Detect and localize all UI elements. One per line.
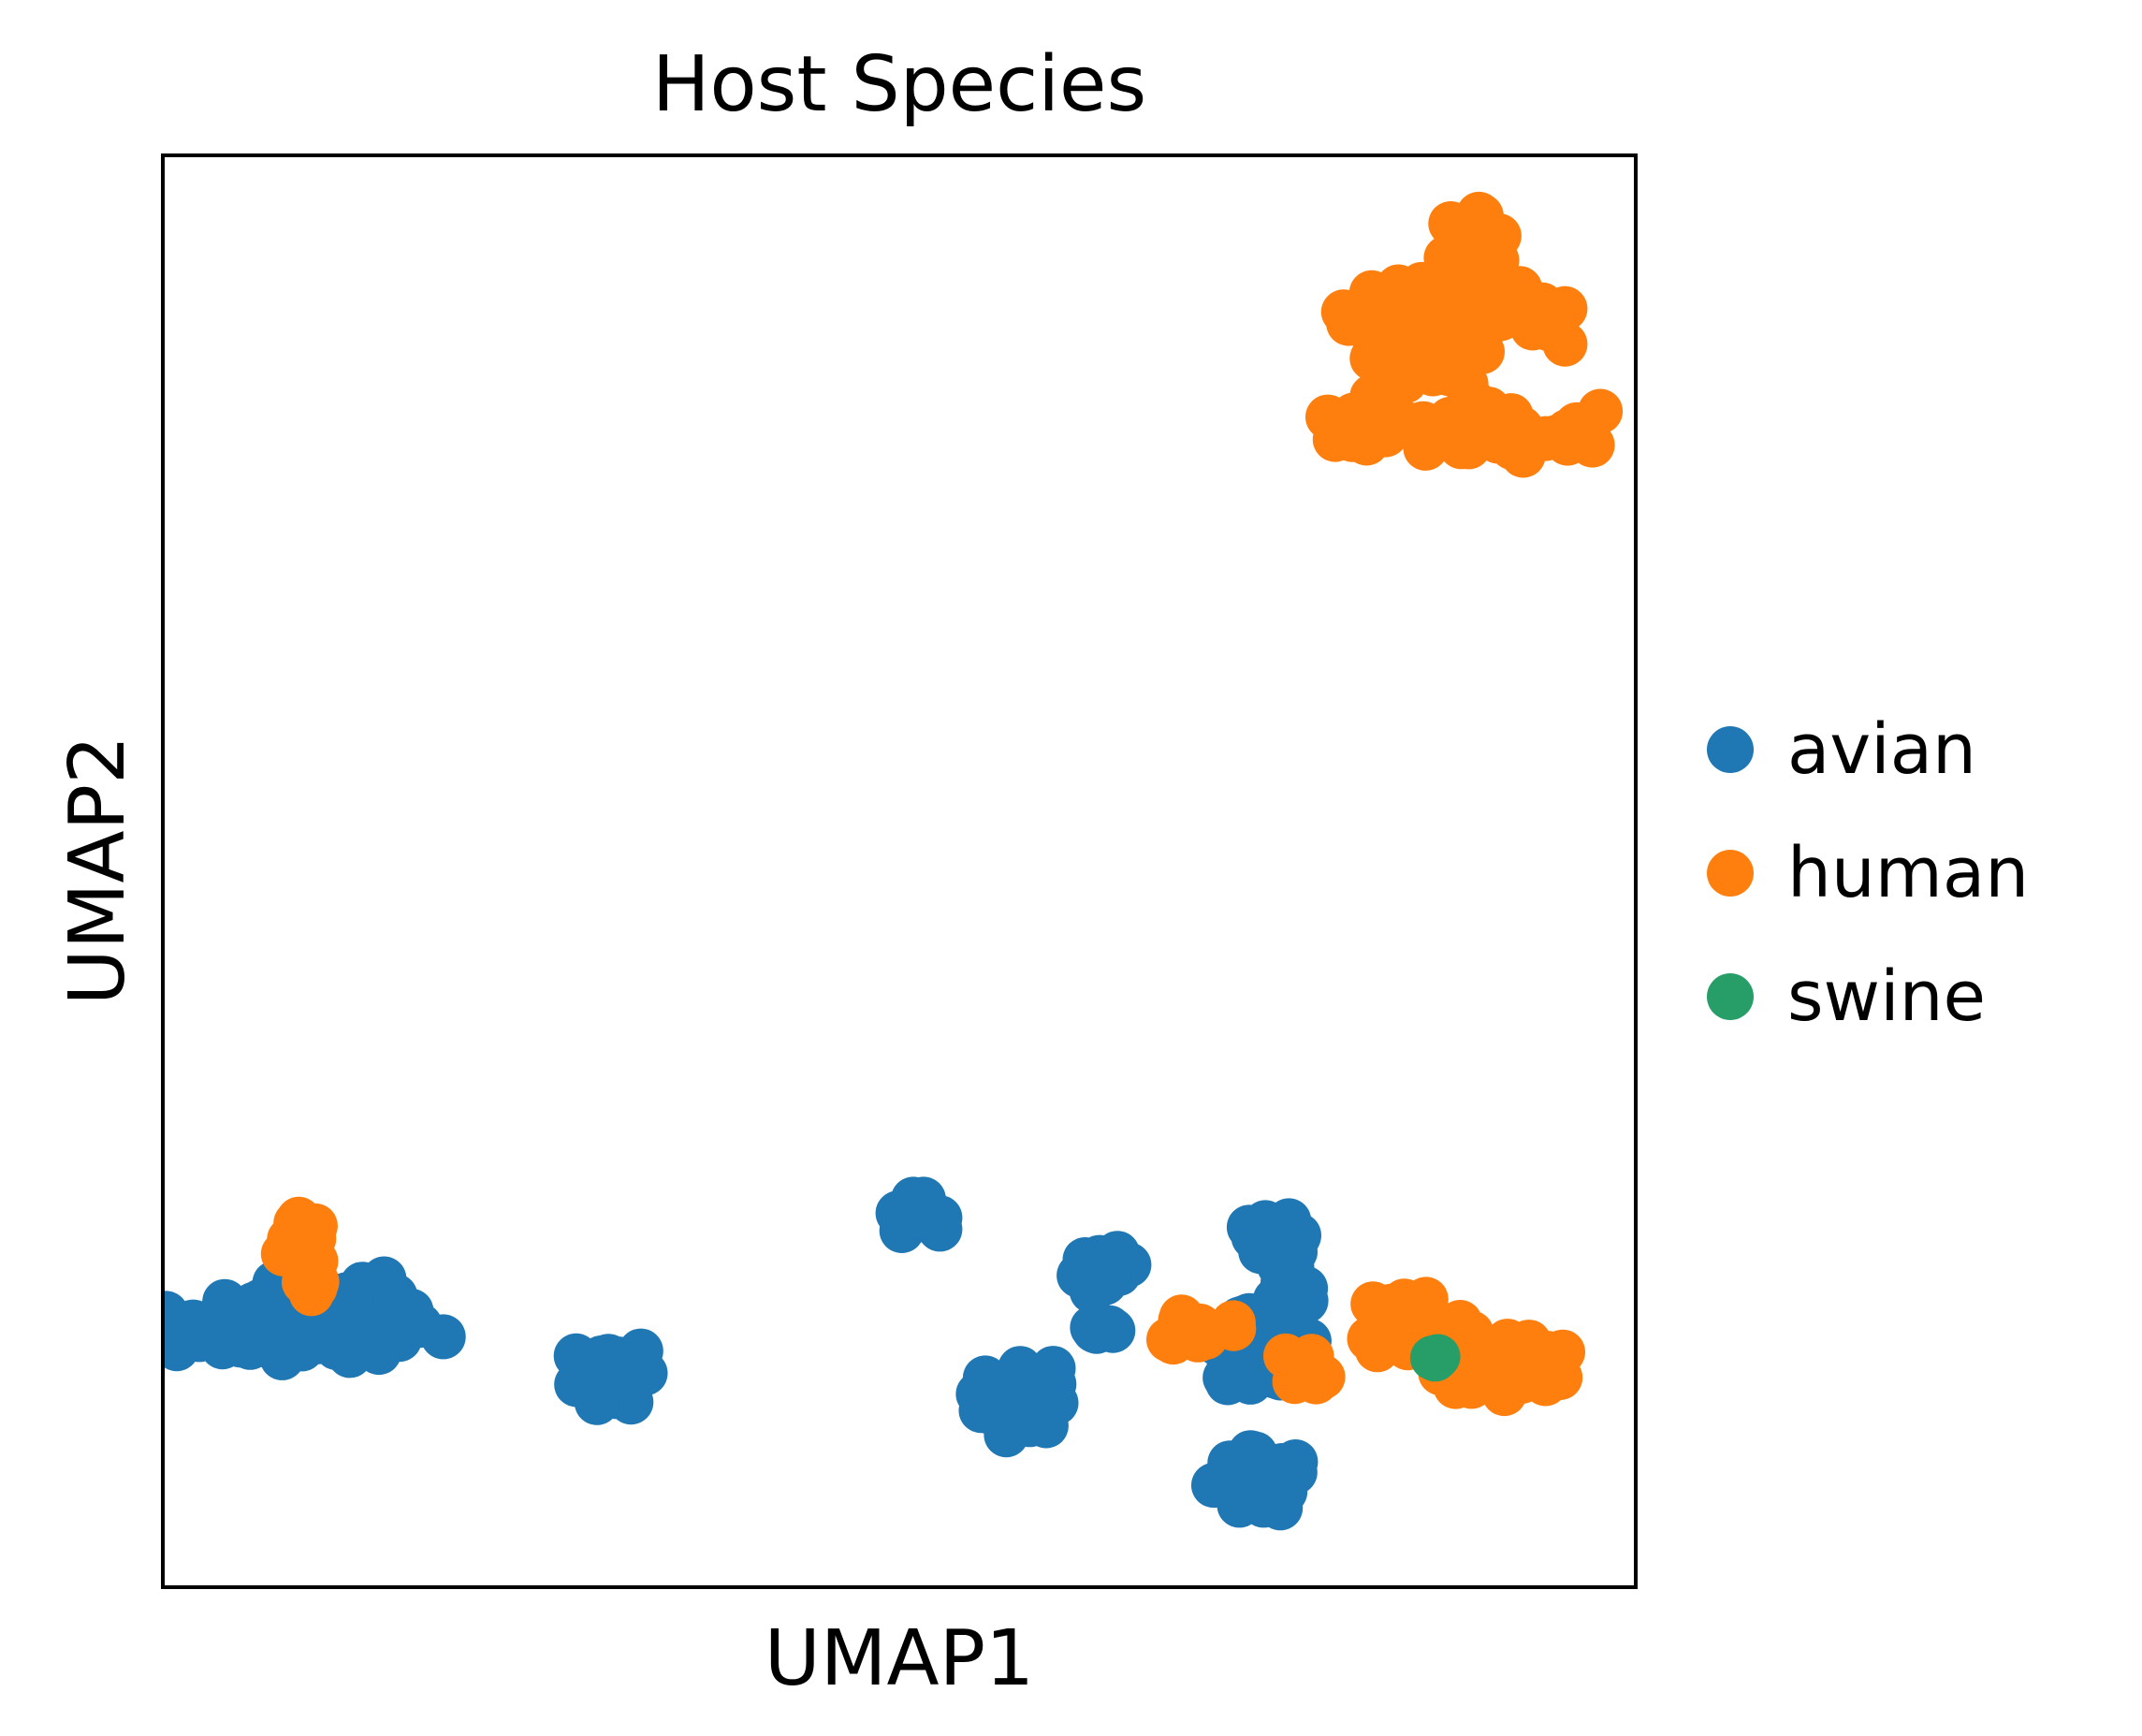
series-swine [1409, 1334, 1461, 1382]
point-avian [1260, 1260, 1305, 1306]
point-human [1368, 1283, 1414, 1329]
chart-title: Host Species [652, 40, 1146, 129]
point-human [1359, 1322, 1405, 1368]
legend-label-avian: avian [1787, 709, 1976, 790]
point-avian [882, 1195, 927, 1241]
point-human [1161, 1300, 1207, 1346]
point-avian [597, 1336, 642, 1382]
point-human [1276, 1352, 1322, 1398]
y-axis-label: UMAP2 [53, 736, 142, 1005]
point-avian [328, 1273, 374, 1319]
x-axis-label: UMAP1 [765, 1614, 1034, 1703]
point-avian [1247, 1454, 1293, 1500]
point-human [294, 1259, 340, 1305]
point-human [1553, 401, 1599, 447]
point-human [1418, 349, 1464, 395]
point-avian [1082, 1260, 1128, 1306]
point-avian [313, 1325, 359, 1371]
point-human [1479, 410, 1524, 456]
legend-marker-avian [1707, 726, 1754, 773]
legend-entry-human: human [1707, 833, 2029, 913]
point-human [1499, 294, 1545, 339]
plot-frame [161, 153, 1638, 1589]
legend-entry-swine: swine [1707, 956, 1986, 1037]
point-human [1348, 270, 1394, 315]
legend-marker-swine [1707, 973, 1754, 1020]
point-avian [983, 1373, 1028, 1418]
point-human [1435, 212, 1481, 258]
legend-entry-avian: avian [1707, 709, 1976, 790]
point-avian [163, 1326, 199, 1372]
point-avian [1204, 1458, 1250, 1504]
point-avian [1071, 1307, 1117, 1353]
point-avian [420, 1314, 466, 1360]
point-swine [1409, 1335, 1455, 1380]
point-human [1542, 285, 1588, 331]
points-layer [163, 191, 1624, 1531]
point-human [1359, 399, 1405, 445]
legend-marker-human [1707, 850, 1754, 897]
legend-label-human: human [1787, 833, 2029, 913]
point-human [267, 1217, 313, 1262]
point-avian [202, 1278, 248, 1324]
point-human [1493, 1350, 1538, 1396]
point-human [1404, 413, 1450, 458]
point-avian [574, 1379, 619, 1425]
legend-label-swine: swine [1787, 956, 1986, 1037]
legend: avian human swine [1707, 709, 2029, 1037]
series-human [260, 191, 1624, 1417]
